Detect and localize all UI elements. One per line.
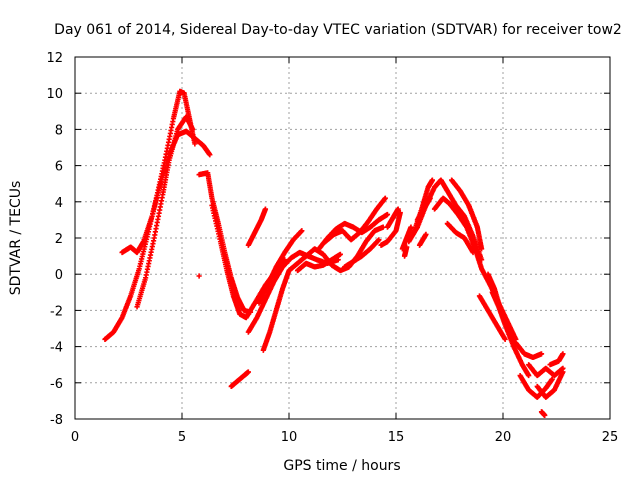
series-arc-6 <box>196 273 202 279</box>
y-tick-label: -2 <box>50 304 63 319</box>
x-tick-label: 25 <box>602 430 619 445</box>
data-points <box>102 88 566 418</box>
series-arc-22 <box>414 195 433 223</box>
series-arc-25 <box>444 220 476 256</box>
data-point-plus <box>560 351 566 357</box>
data-point-plus <box>192 141 198 147</box>
data-point-plus <box>382 195 388 201</box>
chart-title: Day 061 of 2014, Sidereal Day-to-day VTE… <box>54 22 622 38</box>
series-arc-10 <box>260 224 386 353</box>
data-point-plus <box>470 249 476 256</box>
x-tick-label: 10 <box>281 430 298 445</box>
series-arc-27 <box>449 177 480 230</box>
data-point-plus <box>427 195 433 201</box>
data-point-plus <box>337 251 343 257</box>
series-arc-34 <box>534 369 566 400</box>
data-point-plus <box>538 351 545 357</box>
series-arc-33 <box>526 362 566 379</box>
series-arc-35 <box>547 351 566 368</box>
y-tick-label: 0 <box>55 268 63 283</box>
series-arc-30 <box>476 293 508 342</box>
data-point-plus <box>245 369 251 375</box>
data-point-plus <box>560 369 566 375</box>
y-tick-label: -6 <box>50 377 63 392</box>
x-tick-label: 20 <box>495 430 512 445</box>
series-arc-11 <box>256 228 305 306</box>
series-arc-23 <box>416 231 429 248</box>
data-point-plus <box>395 206 401 212</box>
y-tick-label: 8 <box>55 123 63 138</box>
series-arc-19 <box>401 244 410 259</box>
y-axis-label: SDTVAR / TECUs <box>8 181 24 296</box>
y-tick-label: 10 <box>46 87 63 102</box>
series-arc-31 <box>513 340 545 361</box>
y-tick-label: 6 <box>55 160 63 175</box>
data-point-plus <box>479 246 485 252</box>
y-tick-label: 4 <box>55 196 63 211</box>
series-arc-12 <box>294 251 343 274</box>
x-tick-label: 0 <box>71 430 79 445</box>
series-arc-15 <box>342 237 382 270</box>
data-point-plus <box>542 412 548 418</box>
series-arc-5 <box>209 202 288 321</box>
y-tick-label: 2 <box>55 232 63 247</box>
data-point-plus <box>376 237 382 243</box>
x-axis-label: GPS time / hours <box>283 458 400 474</box>
series-arc-2 <box>119 128 213 256</box>
data-point-plus <box>207 152 213 158</box>
data-point-plus <box>262 206 269 212</box>
data-point-plus <box>474 224 480 230</box>
y-tick-label: 12 <box>46 51 63 66</box>
data-point-plus <box>190 126 196 132</box>
x-tick-label: 15 <box>388 430 405 445</box>
data-point-plus <box>429 177 435 183</box>
series-arc-29 <box>489 289 532 379</box>
series-arc-16 <box>378 210 403 248</box>
data-point-plus <box>549 376 555 382</box>
data-point-plus <box>408 224 414 230</box>
series-arc-14 <box>322 195 388 245</box>
series-arc-36 <box>538 409 548 418</box>
series-arc-8 <box>245 206 269 248</box>
y-tick-label: -8 <box>50 413 63 428</box>
data-point-plus <box>196 273 202 279</box>
data-point-plus <box>384 211 391 218</box>
series-arc-17 <box>384 206 401 230</box>
data-point-plus <box>526 372 532 379</box>
series-arc-7 <box>228 369 251 390</box>
data-point-plus <box>299 228 305 234</box>
series-arc-3 <box>134 114 196 310</box>
axis-ticks: 0 5 10 15 20 25 -8 -6 -4 -2 0 2 4 6 8 10 12 <box>46 51 618 445</box>
data-point-plus <box>404 244 410 250</box>
data-point-plus <box>423 231 429 237</box>
x-tick-label: 5 <box>178 430 186 445</box>
data-point-plus <box>502 336 508 342</box>
y-tick-label: -4 <box>50 341 63 356</box>
